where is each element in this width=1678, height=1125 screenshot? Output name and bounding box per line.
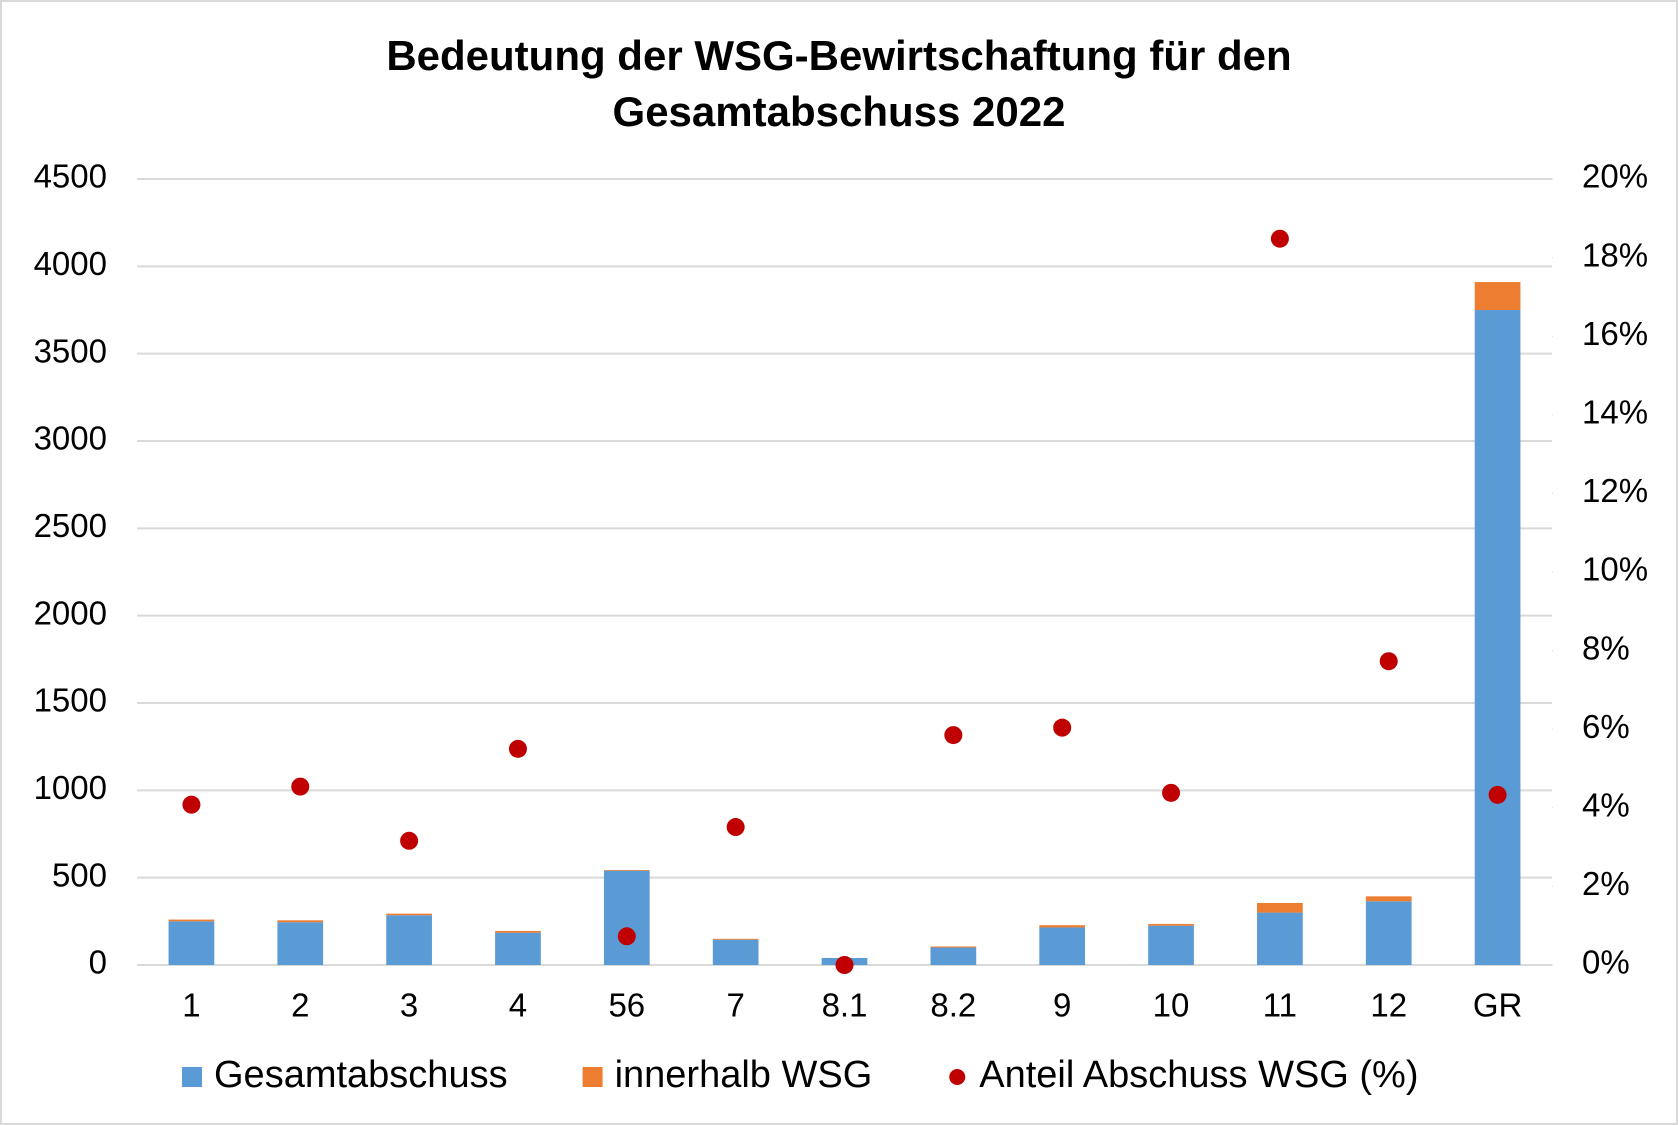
bar: [930, 947, 977, 965]
y2-tick-label: 10%: [1582, 551, 1648, 588]
legend-label: Anteil Abschuss WSG (%): [979, 1054, 1418, 1096]
y-tick-label: 1500: [34, 682, 107, 719]
bar: [1148, 923, 1194, 926]
y2-tick-label: 6%: [1582, 708, 1630, 745]
bar: [712, 939, 759, 965]
dot: [182, 795, 201, 814]
dot: [835, 956, 854, 974]
y-tick-label: 500: [52, 856, 107, 893]
bar: [1257, 902, 1303, 913]
y2-tick-label: 18%: [1582, 236, 1648, 273]
x-tick-label: 1: [182, 987, 200, 1024]
y2-tick-label: 8%: [1582, 629, 1630, 666]
x-tick-label: 9: [1053, 987, 1071, 1024]
dot: [1379, 652, 1398, 671]
bar: [495, 930, 541, 933]
bar: [712, 938, 759, 940]
bar: [603, 869, 650, 871]
x-tick-label: 4: [509, 987, 527, 1024]
bar: [1474, 282, 1521, 310]
bar: [168, 919, 215, 922]
y2-tick-label: 20%: [1582, 158, 1648, 195]
bar: [1257, 912, 1303, 965]
dot: [1270, 229, 1289, 248]
bar: [386, 913, 432, 916]
y2-tick-label: 12%: [1582, 472, 1648, 509]
x-tick-label: 10: [1153, 987, 1190, 1024]
bar: [277, 922, 324, 965]
bar: [1148, 925, 1194, 965]
legend-marker: [582, 1067, 603, 1087]
x-tick-label: 7: [726, 987, 744, 1024]
bar: [1474, 310, 1521, 965]
y-tick-label: 4000: [34, 245, 107, 282]
bar: [1365, 901, 1412, 965]
y-tick-label: 0: [89, 944, 107, 981]
y-tick-label: 2000: [34, 594, 107, 631]
bar: [277, 920, 324, 923]
legend-marker: [182, 1067, 202, 1087]
legend-label: Gesamtabschuss: [214, 1054, 508, 1096]
bar: [1039, 925, 1086, 928]
legend-marker: [949, 1069, 966, 1085]
dot: [291, 777, 310, 796]
y2-tick-label: 2%: [1582, 865, 1630, 902]
dot: [726, 818, 745, 837]
dot: [944, 726, 963, 745]
dot: [1488, 785, 1507, 804]
x-tick-label: 3: [400, 987, 418, 1024]
bar: [1365, 896, 1412, 902]
y2-tick-label: 4%: [1582, 787, 1630, 824]
dot: [1162, 783, 1181, 802]
bar: [168, 921, 215, 965]
dot: [1053, 718, 1072, 737]
x-tick-label: 8.2: [930, 987, 976, 1024]
bar: [386, 915, 432, 965]
y-tick-label: 4500: [34, 158, 107, 195]
y-tick-label: 2500: [34, 507, 107, 544]
bar: [495, 932, 541, 965]
bar: [603, 870, 650, 965]
chart-title: Bedeutung der WSG-Bewirtschaftung für de…: [386, 32, 1292, 135]
x-tick-label: 56: [608, 987, 645, 1024]
x-tick-label: 11: [1263, 987, 1297, 1024]
x-tick-label: 8.1: [822, 987, 868, 1024]
bar: [1039, 927, 1086, 965]
y2-tick-label: 14%: [1582, 394, 1648, 431]
x-tick-label: 12: [1370, 987, 1407, 1024]
bar: [930, 946, 977, 948]
y2-tick-label: 16%: [1582, 315, 1648, 352]
y-tick-label: 3500: [34, 332, 107, 369]
y2-tick-label: 0%: [1582, 944, 1630, 981]
legend-label: innerhalb WSG: [615, 1054, 873, 1096]
y-tick-label: 3000: [34, 420, 107, 457]
x-tick-label: 2: [291, 987, 309, 1024]
y-tick-label: 1000: [34, 769, 107, 806]
dot: [508, 739, 527, 758]
dot: [400, 831, 419, 850]
dot: [617, 927, 636, 946]
x-tick-label: GR: [1473, 987, 1523, 1024]
